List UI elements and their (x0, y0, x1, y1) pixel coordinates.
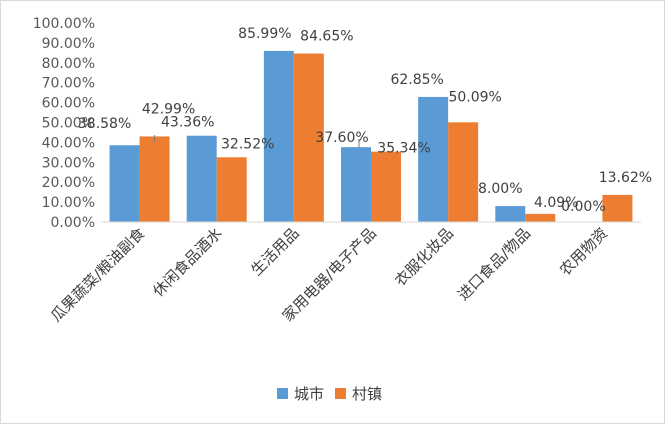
category-label: 生活用品 (248, 224, 303, 279)
y-tick-label: 90.00% (42, 36, 95, 52)
y-tick-label: 0.00% (51, 215, 95, 231)
data-label: 35.34% (377, 141, 430, 157)
bar-city (109, 145, 140, 222)
y-tick-label: 40.00% (42, 135, 95, 151)
y-tick-label: 50.00% (42, 116, 95, 132)
category-label: 进口食品/物品 (454, 224, 534, 304)
data-label: 38.58% (78, 116, 131, 132)
legend-swatch (277, 388, 288, 399)
bar-town (448, 122, 479, 222)
legend-label: 村镇 (352, 385, 382, 403)
data-label: 4.09% (534, 195, 578, 211)
data-label: 32.52% (221, 136, 274, 152)
legend-swatch (335, 388, 346, 399)
bar-city (495, 206, 526, 222)
y-tick-label: 100.00% (33, 16, 95, 32)
bar-city (186, 135, 217, 222)
bar-city (263, 50, 294, 222)
data-label: 42.99% (142, 101, 195, 117)
y-tick-label: 80.00% (42, 56, 95, 72)
data-label: 0.00% (561, 199, 605, 215)
bar-town (602, 194, 633, 222)
y-tick-label: 70.00% (42, 76, 95, 92)
category-label: 衣服化妆品 (391, 224, 457, 290)
data-label: 84.65% (300, 29, 353, 45)
data-label: 37.60% (315, 130, 368, 146)
y-tick-label: 30.00% (42, 155, 95, 171)
data-label: 13.62% (599, 170, 652, 186)
data-label: 43.36% (161, 115, 214, 131)
bar-town (139, 136, 170, 222)
data-label: 85.99% (238, 26, 291, 42)
y-tick-label: 10.00% (42, 195, 95, 211)
bar-city (341, 147, 371, 222)
data-label: 50.09% (448, 89, 501, 105)
bars (109, 50, 633, 222)
category-label: 休闲食品酒水 (149, 224, 225, 300)
data-label: 8.00% (478, 181, 522, 197)
y-tick-label: 60.00% (42, 96, 95, 112)
category-label: 农用物资 (556, 224, 611, 279)
y-tick-label: 20.00% (42, 175, 95, 191)
data-label: 62.85% (390, 72, 443, 88)
data-labels: 38.58% 42.99%43.36% 32.52% 85.99% 84.65% 37.6… (78, 26, 652, 215)
bar-town (216, 157, 247, 222)
bar-town (293, 53, 324, 222)
bar-city (418, 96, 449, 222)
bar-town (525, 213, 556, 222)
y-axis: 0.00% 10.00% 20.00% 30.00% 40.00% 50.00% 60.00… (33, 16, 95, 231)
category-label: 瓜果蔬菜/粮油副食 (47, 224, 148, 325)
legend-label: 城市 (294, 385, 324, 403)
bar-town (371, 151, 401, 222)
legend: 城市 村镇 (277, 385, 382, 403)
